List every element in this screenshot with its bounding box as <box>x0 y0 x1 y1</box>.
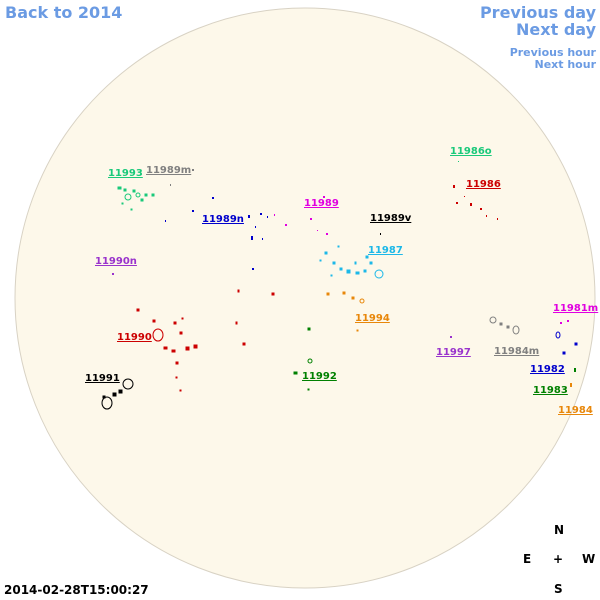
region-label-11989v[interactable]: 11989v <box>370 213 412 224</box>
region-label-11994[interactable]: 11994 <box>355 313 390 324</box>
compass: N E + W S <box>523 523 595 596</box>
timestamp: 2014-02-28T15:00:27 <box>4 583 149 597</box>
region-label-11997[interactable]: 11997 <box>436 347 471 358</box>
region-label-11989n[interactable]: 11989n <box>202 214 244 225</box>
region-label-11987[interactable]: 11987 <box>368 245 403 256</box>
region-label-11984[interactable]: 11984 <box>558 405 593 416</box>
region-label-11986[interactable]: 11986 <box>466 179 501 190</box>
sunspot-markings <box>101 161 578 410</box>
region-label-11986o[interactable]: 11986o <box>450 146 492 157</box>
region-label-11984m[interactable]: 11984m <box>494 346 539 357</box>
compass-east: E <box>523 552 531 566</box>
compass-west: W <box>582 552 595 566</box>
next-day-link[interactable]: Next day <box>516 20 596 39</box>
compass-north: N <box>554 523 564 537</box>
region-label-11982[interactable]: 11982 <box>530 364 565 375</box>
region-label-11992[interactable]: 11992 <box>302 371 337 382</box>
compass-south: S <box>554 582 563 596</box>
solar-disk <box>14 7 596 589</box>
compass-center: + <box>553 552 563 566</box>
region-label-11990n[interactable]: 11990n <box>95 256 137 267</box>
region-label-11993[interactable]: 11993 <box>108 168 143 179</box>
previous-hour-link[interactable]: Previous hour <box>509 46 596 59</box>
region-label-11983[interactable]: 11983 <box>533 385 568 396</box>
region-label-11990[interactable]: 11990 <box>117 332 152 343</box>
region-label-11991[interactable]: 11991 <box>85 373 120 384</box>
region-label-11981m[interactable]: 11981m <box>553 303 598 314</box>
previous-day-link[interactable]: Previous day <box>479 3 596 22</box>
region-label-11989[interactable]: 11989 <box>304 198 339 209</box>
next-hour-link[interactable]: Next hour <box>534 58 597 71</box>
back-to-year-link[interactable]: Back to 2014 <box>5 3 123 22</box>
region-labels: 11993 11989m 11989n 11989 11989v 11986o … <box>85 146 598 416</box>
region-label-11989m[interactable]: 11989m <box>146 165 191 176</box>
